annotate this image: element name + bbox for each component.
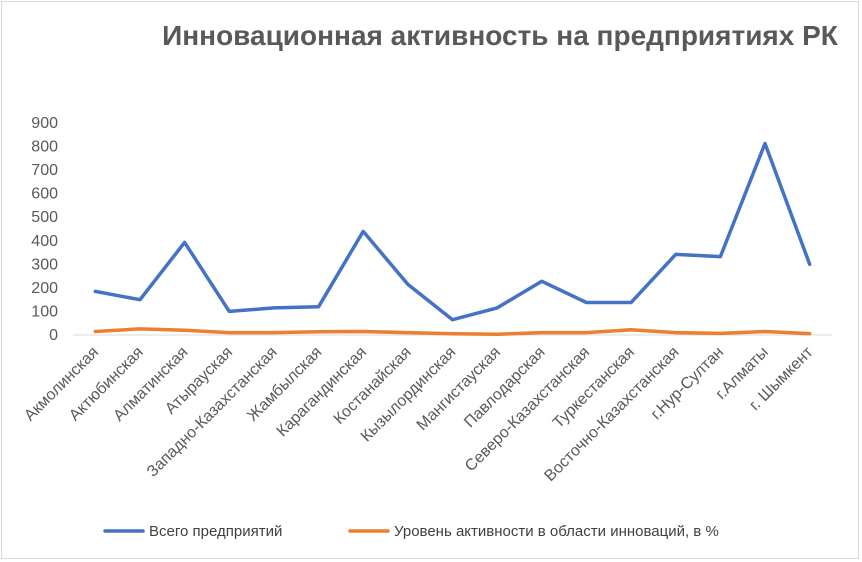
y-tick-label: 100 [31, 303, 58, 320]
legend-label-1: Всего предприятий [149, 523, 282, 540]
y-tick-label: 500 [31, 209, 58, 226]
legend-label-2: Уровень активности в области инноваций, … [394, 523, 719, 540]
y-tick-label: 800 [31, 139, 58, 156]
y-tick-label: 700 [31, 162, 58, 179]
x-tick-label: Павлодарская [461, 344, 548, 431]
legend: Всего предприятий Уровень активности в об… [103, 523, 719, 540]
series-line-2 [93, 327, 812, 337]
series-line-1 [93, 141, 812, 322]
chart-title: Инновационная активность на предприятиях… [162, 20, 838, 51]
y-tick-label: 600 [31, 186, 58, 203]
y-tick-label: 300 [31, 256, 58, 273]
series-group [93, 141, 812, 337]
y-tick-label: 0 [49, 327, 58, 344]
y-tick-label: 400 [31, 233, 58, 250]
y-tick-label: 900 [31, 115, 58, 132]
x-axis-ticks: АкмолинскаяАктюбинскаяАлматинскаяАтыраус… [21, 343, 817, 485]
y-axis-ticks: 0 100 200 300 400 500 600 700 800 900 [31, 115, 58, 344]
x-tick-label: Туркестанская [550, 344, 638, 432]
x-tick-label: Костанайская [331, 344, 415, 428]
y-tick-label: 200 [31, 280, 58, 297]
